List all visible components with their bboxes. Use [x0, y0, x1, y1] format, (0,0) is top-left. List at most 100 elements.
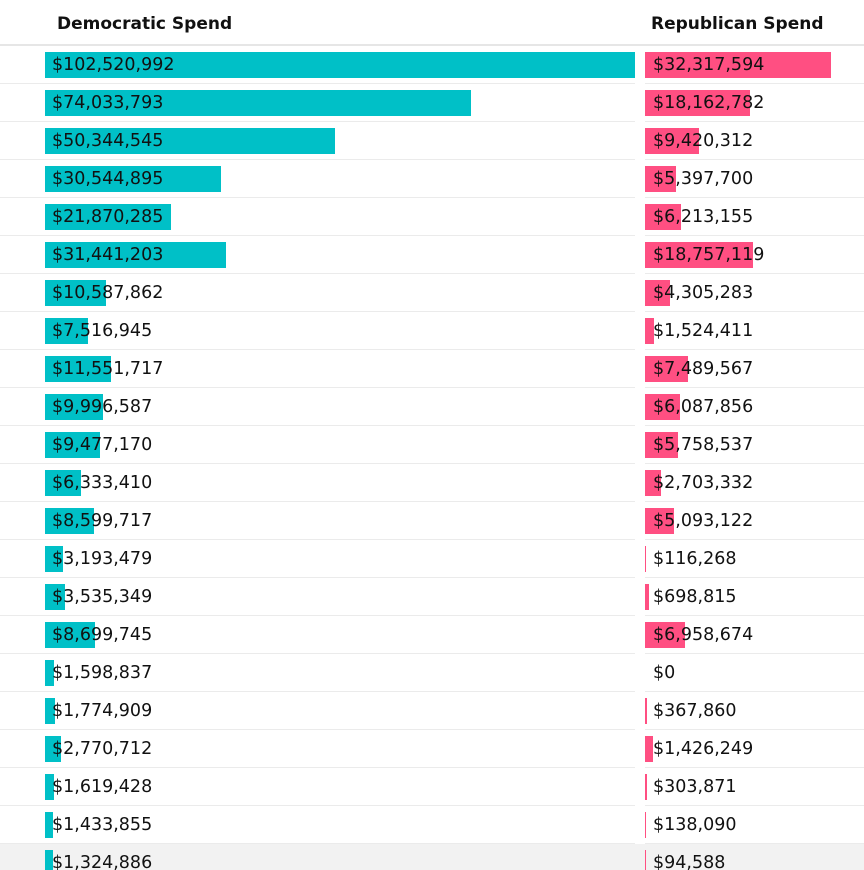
row-divider [645, 387, 864, 388]
row-divider [0, 311, 635, 312]
row-divider [0, 235, 635, 236]
democratic-value-label: $10,587,862 [52, 283, 164, 303]
republican-value-label: $6,213,155 [653, 207, 754, 227]
row-divider [645, 729, 864, 730]
row-divider [645, 501, 864, 502]
chart-row: $7,516,945 $1,524,411 [0, 312, 864, 350]
republican-value-label: $367,860 [653, 701, 737, 721]
democratic-value-label: $6,333,410 [52, 473, 153, 493]
chart-row: $2,770,712 $1,426,249 [0, 730, 864, 768]
democratic-bar [45, 432, 100, 458]
republican-value-label: $5,093,122 [653, 511, 754, 531]
row-divider [645, 539, 864, 540]
democratic-bar [45, 850, 53, 870]
chart-row: $1,324,886 $94,588 [0, 844, 864, 870]
republican-bar [645, 736, 654, 762]
republican-value-label: $1,426,249 [653, 739, 754, 759]
republican-value-label: $7,489,567 [653, 359, 754, 379]
row-divider [645, 425, 864, 426]
row-divider [0, 729, 635, 730]
democratic-value-label: $1,598,837 [52, 663, 153, 683]
democratic-bar [45, 660, 55, 686]
democratic-value-label: $1,619,428 [52, 777, 153, 797]
republican-value-label: $18,757,119 [653, 245, 765, 265]
row-divider [0, 463, 635, 464]
republican-bar [645, 470, 661, 496]
democratic-value-label: $31,441,203 [52, 245, 164, 265]
democratic-bar [45, 280, 106, 306]
republican-bar [645, 432, 679, 458]
democratic-value-label: $102,520,992 [52, 55, 175, 75]
row-divider [645, 843, 864, 844]
row-divider [645, 767, 864, 768]
republican-value-label: $4,305,283 [653, 283, 754, 303]
chart-row: $9,996,587 $6,087,856 [0, 388, 864, 426]
chart-row: $3,193,479 $116,268 [0, 540, 864, 578]
republican-bar [645, 356, 689, 382]
republican-value-label: $18,162,782 [653, 93, 765, 113]
republican-value-label: $303,871 [653, 777, 737, 797]
row-divider [645, 121, 864, 122]
republican-value-label: $0 [653, 663, 676, 683]
header-divider [0, 44, 864, 46]
democratic-value-label: $3,535,349 [52, 587, 153, 607]
republican-value-label: $138,090 [653, 815, 737, 835]
republican-bar [645, 698, 648, 724]
democratic-bar [45, 812, 54, 838]
chart-row: $6,333,410 $2,703,332 [0, 464, 864, 502]
democratic-value-label: $74,033,793 [52, 93, 164, 113]
republican-value-label: $116,268 [653, 549, 737, 569]
democratic-bar [45, 166, 221, 192]
chart-row: $9,477,170 $5,758,537 [0, 426, 864, 464]
democratic-value-label: $30,544,895 [52, 169, 164, 189]
row-divider [0, 83, 635, 84]
row-divider [0, 159, 635, 160]
democratic-value-label: $8,699,745 [52, 625, 153, 645]
chart-row: $1,619,428 $303,871 [0, 768, 864, 806]
row-divider [0, 767, 635, 768]
row-divider [0, 121, 635, 122]
republican-bar [645, 242, 753, 268]
chart-row: $102,520,992 $32,317,594 [0, 46, 864, 84]
republican-value-label: $5,397,700 [653, 169, 754, 189]
republican-bar [645, 52, 831, 78]
row-divider [0, 843, 635, 844]
chart-row: $31,441,203 $18,757,119 [0, 236, 864, 274]
republican-value-label: $94,588 [653, 853, 726, 870]
democratic-value-label: $2,770,712 [52, 739, 153, 759]
democratic-bar [45, 508, 95, 534]
row-divider [645, 349, 864, 350]
democratic-bar [45, 736, 61, 762]
republican-bar [645, 280, 670, 306]
row-divider [0, 653, 635, 654]
row-divider [0, 615, 635, 616]
row-divider [0, 539, 635, 540]
row-divider [645, 463, 864, 464]
chart-row: $74,033,793 $18,162,782 [0, 84, 864, 122]
democratic-bar [45, 698, 56, 724]
republican-bar [645, 318, 654, 344]
republican-value-label: $6,958,674 [653, 625, 754, 645]
republican-spend-header: Republican Spend [651, 14, 824, 34]
row-divider [0, 387, 635, 388]
democratic-value-label: $8,599,717 [52, 511, 153, 531]
row-divider [645, 83, 864, 84]
democratic-bar [45, 128, 335, 154]
democratic-bar [45, 356, 112, 382]
row-divider [645, 577, 864, 578]
chart-row: $1,433,855 $138,090 [0, 806, 864, 844]
republican-bar [645, 90, 750, 116]
democratic-bar [45, 52, 635, 78]
chart-row: $30,544,895 $5,397,700 [0, 160, 864, 198]
row-divider [0, 273, 635, 274]
democratic-bar [45, 584, 66, 610]
democratic-bar [45, 242, 226, 268]
row-divider [645, 615, 864, 616]
democratic-bar [45, 774, 55, 800]
row-divider [645, 691, 864, 692]
democratic-bar [45, 204, 171, 230]
chart-row: $3,535,349 $698,815 [0, 578, 864, 616]
row-divider [645, 311, 864, 312]
democratic-bar [45, 470, 82, 496]
democratic-value-label: $7,516,945 [52, 321, 153, 341]
